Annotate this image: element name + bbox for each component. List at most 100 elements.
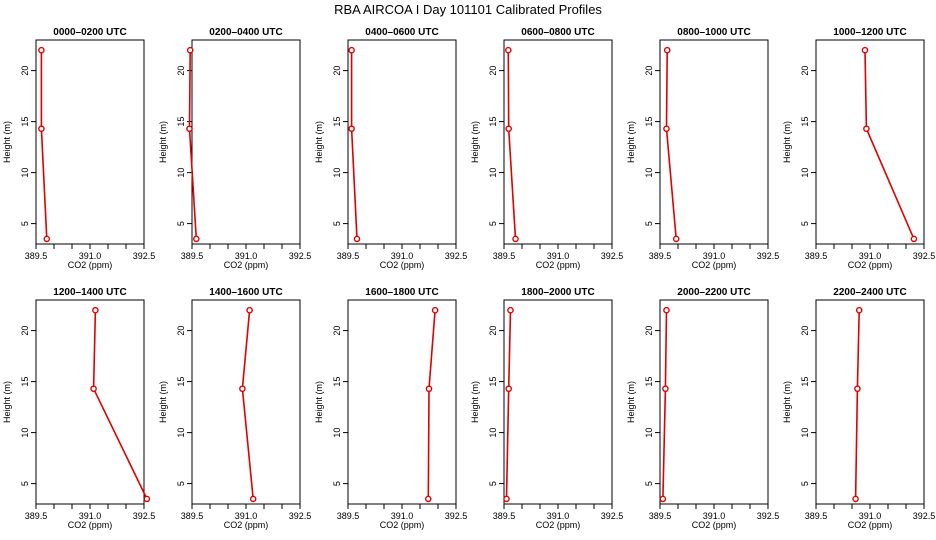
x-tick-label: 391.0 [547, 251, 570, 261]
y-tick-label: 20 [20, 326, 30, 336]
profile-line [40, 50, 48, 239]
y-tick-label: 10 [488, 428, 498, 438]
plot-frame [191, 39, 301, 245]
x-tick-label: 391.0 [79, 511, 102, 521]
figure-title: RBA AIRCOA I Day 101101 Calibrated Profi… [334, 2, 602, 17]
data-point [143, 495, 151, 503]
x-tick-label: 392.5 [133, 251, 156, 261]
y-tick-label: 20 [488, 326, 498, 336]
profile-line [350, 50, 358, 239]
profile-panel: 1200–1400 UTC 389.5 391.0 392.5 5 10 15 20 CO2 (… [2, 287, 155, 530]
x-axis-label: CO2 (ppm) [380, 260, 425, 270]
profile-panel: 1400–1600 UTC 389.5 391.0 392.5 5 10 15 20 CO2 (… [158, 287, 311, 530]
data-point [348, 125, 355, 133]
x-tick-label: 391.0 [79, 251, 102, 261]
y-tick-label: 15 [488, 377, 498, 387]
panel-title: 2000–2200 UTC [677, 287, 750, 298]
y-tick-label: 10 [332, 168, 342, 178]
profile-line [507, 50, 517, 239]
panel-title: 1800–2000 UTC [521, 287, 594, 298]
x-tick-label: 392.5 [289, 251, 312, 261]
plot-frame [347, 39, 457, 245]
data-point [424, 495, 432, 503]
x-tick-label: 389.5 [25, 511, 48, 521]
data-point [854, 385, 861, 393]
y-axis-label: Height (m) [2, 121, 12, 163]
y-axis-label: Height (m) [470, 121, 480, 163]
plot-frame [191, 299, 301, 505]
y-axis-label: Height (m) [470, 381, 480, 423]
data-point [662, 385, 669, 393]
x-tick-label: 389.5 [181, 511, 204, 521]
y-tick-label: 10 [644, 168, 654, 178]
data-point [38, 46, 45, 54]
profile-line [92, 310, 148, 500]
y-axis-label: Height (m) [158, 121, 168, 163]
x-tick-label: 392.5 [445, 511, 468, 521]
y-axis-label: Height (m) [158, 381, 168, 423]
panel-title: 0400–0600 UTC [365, 27, 438, 38]
y-tick-label: 10 [488, 168, 498, 178]
data-point [348, 46, 355, 54]
y-tick-label: 20 [488, 66, 498, 76]
x-axis-label: CO2 (ppm) [68, 260, 113, 270]
plot-frame [659, 299, 769, 505]
panel-title: 2200–2400 UTC [833, 287, 906, 298]
x-tick-label: 392.5 [757, 251, 780, 261]
plot-frame [35, 299, 145, 505]
data-point [186, 125, 193, 133]
data-point [92, 306, 99, 314]
profile-line [427, 310, 436, 499]
profile-panel: 1800–2000 UTC 389.5 391.0 392.5 5 10 15 20 CO2 (… [470, 287, 623, 530]
profile-line [854, 310, 860, 499]
data-point [38, 125, 45, 133]
x-tick-label: 391.0 [391, 511, 414, 521]
plot-frame [659, 39, 769, 245]
y-tick-label: 20 [800, 326, 810, 336]
x-tick-label: 389.5 [337, 251, 360, 261]
y-tick-label: 20 [644, 326, 654, 336]
y-tick-label: 10 [800, 168, 810, 178]
profile-panel: 0400–0600 UTC 389.5 391.0 392.5 5 10 15 20 CO2 (… [314, 27, 467, 270]
x-tick-label: 389.5 [493, 511, 516, 521]
data-point [239, 385, 246, 393]
x-tick-label: 391.0 [703, 251, 726, 261]
y-tick-label: 10 [20, 168, 30, 178]
data-point [863, 125, 870, 133]
y-tick-label: 10 [176, 168, 186, 178]
data-point [672, 235, 680, 243]
x-tick-label: 389.5 [649, 251, 672, 261]
y-tick-label: 15 [332, 377, 342, 387]
panel-title: 0800–1000 UTC [677, 27, 750, 38]
x-tick-label: 392.5 [601, 511, 624, 521]
data-point [861, 46, 869, 54]
panel-title: 0600–0800 UTC [521, 27, 594, 38]
y-axis-label: Height (m) [626, 121, 636, 163]
x-axis-label: CO2 (ppm) [848, 260, 893, 270]
y-tick-label: 15 [644, 117, 654, 127]
data-point [503, 495, 510, 503]
x-tick-label: 389.5 [181, 251, 204, 261]
x-tick-label: 391.0 [235, 251, 258, 261]
y-tick-label: 5 [488, 221, 498, 226]
y-tick-label: 10 [644, 428, 654, 438]
data-point [186, 46, 194, 54]
y-tick-label: 5 [20, 481, 30, 486]
profile-panel: 1000–1200 UTC 389.5 391.0 392.5 5 10 15 20 CO2 (… [782, 27, 935, 270]
data-point [425, 385, 433, 393]
profile-line [188, 50, 198, 239]
profile-panel: 0600–0800 UTC 389.5 391.0 392.5 5 10 15 20 CO2 (… [470, 27, 623, 270]
profile-panel: 0000–0200 UTC 389.5 391.0 392.5 5 10 15 20 CO2 (… [2, 27, 155, 270]
profile-line [665, 50, 677, 239]
x-tick-label: 392.5 [757, 511, 780, 521]
x-tick-label: 389.5 [805, 251, 828, 261]
x-tick-label: 389.5 [649, 511, 672, 521]
y-tick-label: 20 [332, 66, 342, 76]
y-tick-label: 15 [20, 377, 30, 387]
y-tick-label: 20 [176, 66, 186, 76]
profile-line [864, 50, 915, 240]
profile-line [505, 310, 512, 499]
x-tick-label: 391.0 [859, 251, 882, 261]
x-axis-label: CO2 (ppm) [224, 260, 269, 270]
data-point [910, 235, 918, 243]
